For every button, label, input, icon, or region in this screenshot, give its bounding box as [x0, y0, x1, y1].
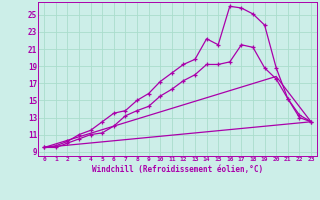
X-axis label: Windchill (Refroidissement éolien,°C): Windchill (Refroidissement éolien,°C) — [92, 165, 263, 174]
